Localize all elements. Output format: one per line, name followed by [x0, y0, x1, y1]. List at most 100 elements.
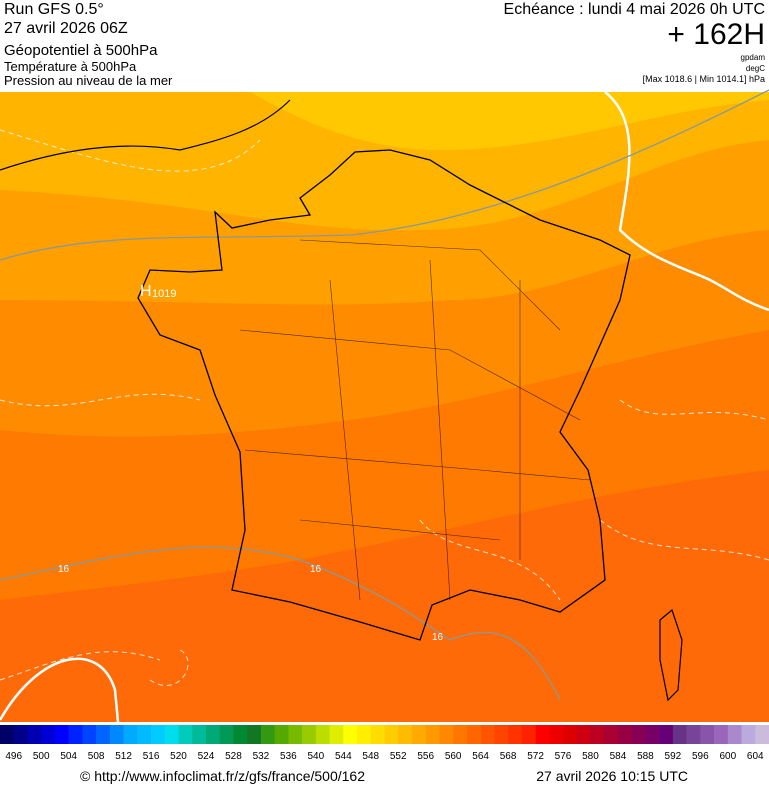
colorbar-label: 496 [5, 751, 22, 762]
color-swatch [411, 725, 426, 744]
color-swatch [617, 725, 632, 744]
isotherm-label: 16 [432, 632, 444, 643]
high-marker: H [140, 283, 152, 300]
color-swatch [563, 725, 578, 744]
color-swatch [343, 725, 358, 744]
color-swatch [672, 725, 687, 744]
field-label: Géopotentiel à 500hPa [4, 42, 158, 59]
run-title: Run GFS 0.5° [4, 1, 104, 18]
color-swatch [68, 725, 83, 744]
colorbar-label: 500 [33, 751, 50, 762]
color-swatch [714, 725, 729, 744]
color-swatch [109, 725, 124, 744]
colorbar-label: 568 [500, 751, 517, 762]
colorbar-label: 532 [253, 751, 270, 762]
colorbar-label: 592 [665, 751, 682, 762]
color-swatch [13, 725, 28, 744]
color-swatch [370, 725, 385, 744]
coastline [0, 99, 683, 702]
generated-time: 27 avril 2026 10:15 UTC [536, 768, 688, 784]
color-swatch [0, 725, 15, 744]
source-url: © http://www.infoclimat.fr/z/gfs/france/… [80, 768, 365, 784]
color-swatch [384, 725, 399, 744]
color-swatch [508, 725, 523, 744]
unit: gpdam [741, 53, 766, 62]
colorbar-label: 572 [527, 751, 544, 762]
color-swatch [41, 725, 56, 744]
colorbar-label: 564 [472, 751, 489, 762]
echeance: Echéance : lundi 4 mai 2026 0h UTC [504, 1, 765, 18]
colorbar-label: 548 [362, 751, 379, 762]
color-swatch [54, 725, 69, 744]
color-swatch [576, 725, 591, 744]
pressure-range: [Max 1018.6 | Min 1014.1] hPa [643, 74, 765, 84]
isotherm-label: 16 [58, 564, 70, 575]
colorbar-label: 580 [582, 751, 599, 762]
colorbar-label: 512 [115, 751, 132, 762]
colorbar-label: 528 [225, 751, 242, 762]
color-swatch [535, 725, 550, 744]
color-swatch [329, 725, 344, 744]
color-swatch [398, 725, 413, 744]
color-swatch [151, 725, 166, 744]
color-swatch [315, 725, 330, 744]
colorbar-label: 540 [307, 751, 324, 762]
color-swatch [590, 725, 605, 744]
color-swatch [205, 725, 221, 744]
isotherm-label: 16 [310, 564, 322, 575]
isotherm [0, 89, 769, 701]
colorbar-label: 556 [417, 751, 434, 762]
color-swatch [480, 725, 495, 744]
colorbar-label: 552 [390, 751, 407, 762]
colorbar: 496 500 504 508 512 516 520 524 528 532 536 540 544 5… [0, 725, 769, 762]
color-swatch [686, 725, 701, 744]
coastline [137, 149, 631, 641]
lead-time: + 162H [667, 18, 765, 51]
colorbar-label: 520 [170, 751, 187, 762]
color-swatch [453, 725, 468, 744]
colorbar-label: 576 [555, 751, 572, 762]
color-swatch [274, 725, 289, 744]
color-swatch [425, 725, 440, 744]
department-border [239, 239, 591, 601]
color-swatch [123, 725, 138, 744]
color-swatch [302, 725, 317, 744]
colorbar-label: 596 [692, 751, 709, 762]
color-swatch [219, 725, 234, 744]
color-swatch [645, 725, 660, 744]
color-swatch [549, 725, 564, 744]
color-swatch [288, 725, 303, 744]
field-label: Température à 500hPa [4, 59, 137, 74]
color-swatch [741, 725, 756, 744]
color-swatch [755, 725, 769, 744]
color-swatch [82, 725, 97, 744]
colorbar-label: 604 [747, 751, 764, 762]
colorbar-label: 600 [719, 751, 736, 762]
color-swatch [260, 725, 275, 744]
isobar [0, 91, 769, 723]
colorbar-label: 508 [88, 751, 105, 762]
color-swatch [96, 725, 111, 744]
color-swatch [727, 725, 742, 744]
colorbar-label: 504 [60, 751, 77, 762]
color-swatch [521, 725, 536, 744]
color-swatch [164, 725, 179, 744]
high-value: 1019 [152, 288, 176, 300]
color-swatch [137, 725, 152, 744]
color-swatch [631, 725, 646, 744]
color-swatch [466, 725, 481, 744]
color-swatch [192, 725, 207, 744]
map: H 1019 16 16 16 [0, 89, 769, 723]
color-swatch [178, 725, 193, 744]
color-swatch [494, 725, 509, 744]
colorbar-label: 544 [335, 751, 352, 762]
color-swatch [27, 725, 42, 744]
temp-band [250, 92, 769, 150]
color-swatch [659, 725, 674, 744]
color-swatch [604, 725, 619, 744]
unit: degC [746, 64, 765, 73]
color-swatch [247, 725, 262, 744]
geopotential-line [0, 129, 769, 686]
color-swatch [700, 725, 715, 744]
